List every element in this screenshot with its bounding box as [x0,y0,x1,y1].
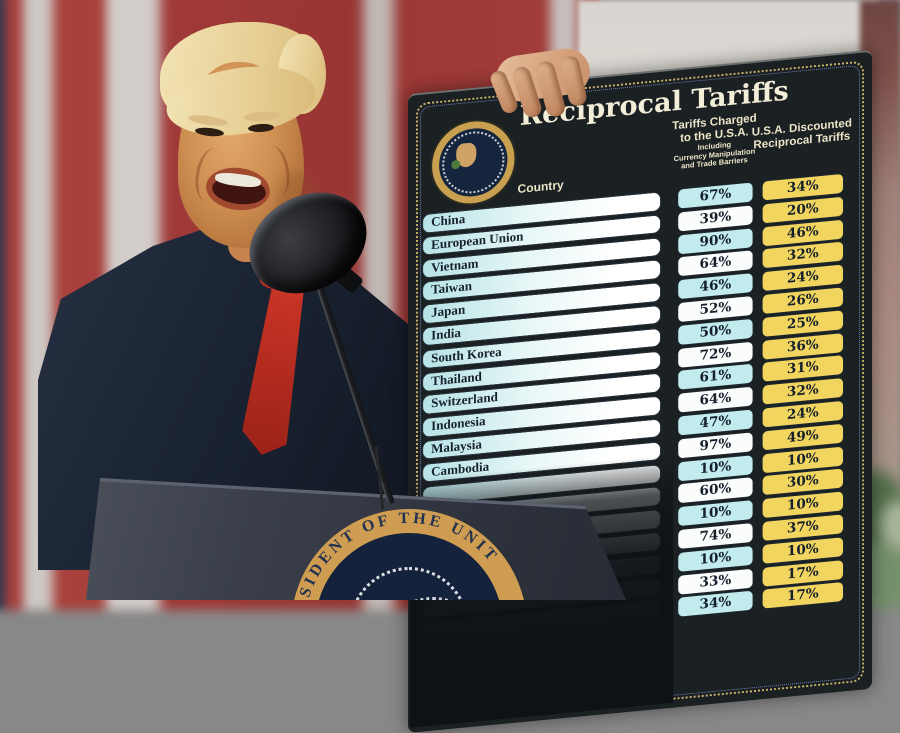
microphone-assembly [232,173,395,510]
head [160,22,330,254]
seal-glory-arc [385,597,481,600]
presidential-seal-icon: RESIDENT OF THE UNIT [291,509,527,600]
microphone-windscreen-icon [232,173,384,313]
presidential-podium: RESIDENT OF THE UNIT [86,478,626,600]
foliage-blur [880,500,900,550]
seal-arc-text: RESIDENT OF THE UNIT [292,510,498,600]
